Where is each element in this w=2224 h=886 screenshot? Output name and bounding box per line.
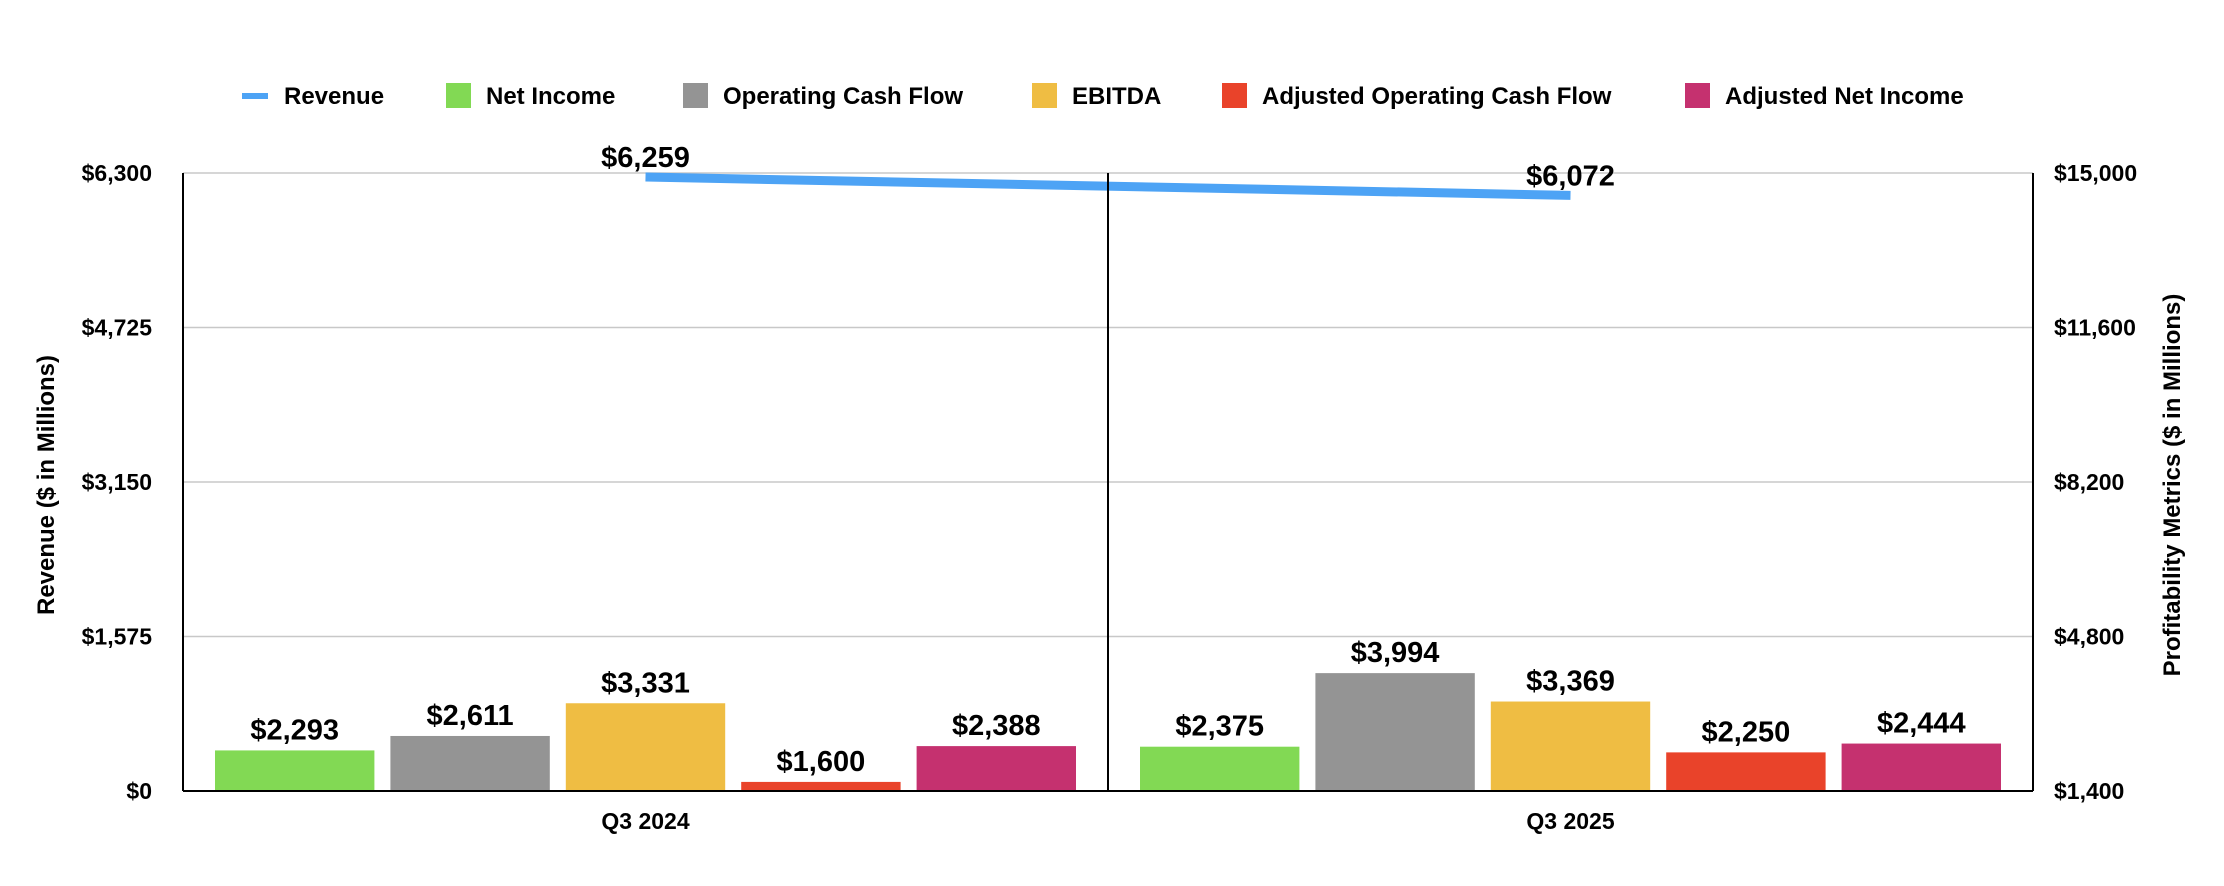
- legend-swatch-net-income: [446, 83, 471, 108]
- bar-data-label: $3,331: [601, 667, 690, 699]
- y-tick-label: $4,725: [82, 315, 153, 341]
- y-tick-label: $0: [126, 778, 152, 804]
- bar-adjusted-operating-cash-flow: [1666, 752, 1826, 791]
- bar-data-label: $3,369: [1526, 666, 1615, 698]
- bar-data-label: $3,994: [1351, 637, 1440, 669]
- data-labels: $2,293 $2,611 $3,331 $1,600 $2,388 $2,375 $3,9…: [250, 142, 1965, 778]
- y2-tick-label: $1,400: [2054, 778, 2124, 804]
- line-data-label: $6,259: [601, 142, 690, 174]
- y2-tick-label: $11,600: [2054, 315, 2136, 341]
- bar-adjusted-operating-cash-flow: [741, 781, 901, 791]
- x-tick-label: Q3 2025: [1526, 808, 1614, 834]
- y2-axis-title: Profitability Metrics ($ in Millions): [2159, 294, 2186, 677]
- bar-ebitda: [565, 703, 726, 791]
- bars: [215, 673, 2001, 791]
- bar-net-income: [215, 750, 375, 791]
- legend-label: EBITDA: [1072, 83, 1161, 110]
- y-axis-title: Revenue ($ in Millions): [33, 355, 60, 615]
- bar-data-label: $2,444: [1877, 708, 1966, 740]
- bar-net-income: [1140, 746, 1300, 791]
- legend-label: Adjusted Operating Cash Flow: [1262, 83, 1612, 110]
- y2-tick-label: $15,000: [2054, 160, 2137, 186]
- legend-label: Adjusted Net Income: [1725, 83, 1964, 110]
- bar-operating-cash-flow: [390, 735, 550, 791]
- bar-adjusted-net-income: [916, 746, 1076, 791]
- axes: $0 $1,575 $3,150 $4,725 $6,300 $1,400 $4,800 $8…: [82, 160, 2138, 834]
- bar-ebitda: [1490, 701, 1651, 791]
- legend-label: Revenue: [284, 83, 384, 110]
- legend: Revenue Net Income Operating Cash Flow EBIT…: [242, 83, 1964, 110]
- legend-label: Net Income: [486, 83, 615, 110]
- bar-data-label: $2,250: [1702, 716, 1791, 748]
- x-tick-label: Q3 2024: [601, 808, 689, 834]
- bar-data-label: $2,293: [250, 714, 339, 746]
- bar-data-label: $1,600: [777, 746, 866, 778]
- line-data-label: $6,072: [1526, 160, 1615, 192]
- bar-data-label: $2,611: [427, 700, 514, 732]
- y2-tick-label: $8,200: [2054, 469, 2124, 495]
- bar-adjusted-net-income: [1841, 743, 2001, 791]
- legend-swatch-ebitda: [1032, 83, 1057, 108]
- bar-data-label: $2,375: [1175, 711, 1264, 743]
- legend-label: Operating Cash Flow: [723, 83, 963, 110]
- y-tick-label: $3,150: [82, 469, 152, 495]
- bar-operating-cash-flow: [1315, 673, 1475, 791]
- y-tick-label: $6,300: [82, 160, 152, 186]
- legend-swatch-adjusted-operating-cash-flow: [1222, 83, 1247, 108]
- legend-swatch-adjusted-net-income: [1685, 83, 1710, 108]
- y-tick-label: $1,575: [82, 624, 153, 650]
- legend-swatch-revenue: [242, 93, 268, 99]
- y2-tick-label: $4,800: [2054, 624, 2124, 650]
- legend-swatch-operating-cash-flow: [683, 83, 708, 108]
- bar-data-label: $2,388: [952, 710, 1041, 742]
